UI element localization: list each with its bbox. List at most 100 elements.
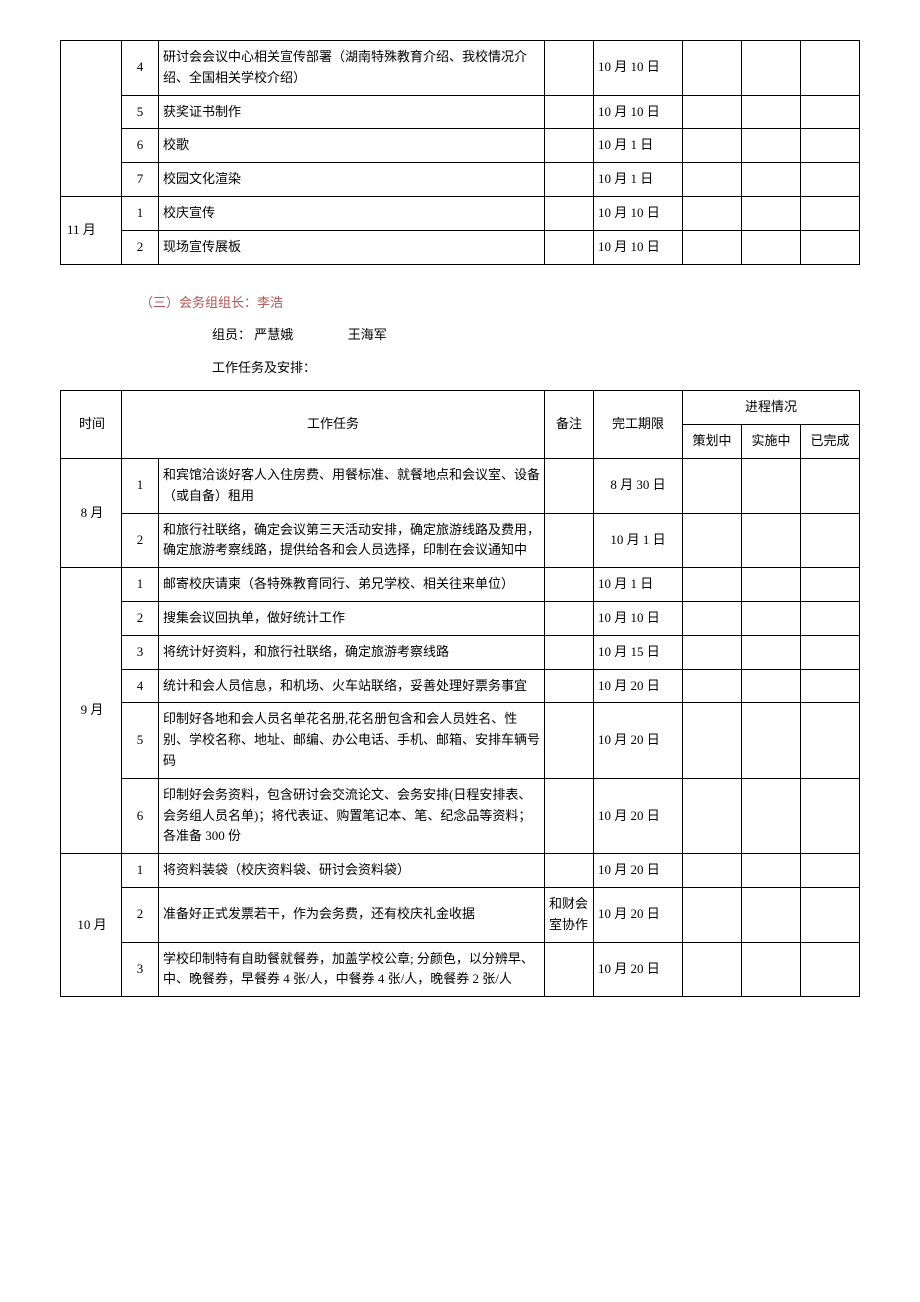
note-cell — [545, 513, 594, 568]
progress-cell — [742, 230, 801, 264]
note-cell — [545, 41, 594, 96]
deadline-cell: 8 月 30 日 — [594, 458, 683, 513]
progress-cell — [683, 129, 742, 163]
schedule-table-1: 4 研讨会会议中心相关宣传部署（湖南特殊教育介绍、我校情况介绍、全国相关学校介绍… — [60, 40, 860, 265]
task-cell: 和宾馆洽谈好客人入住房费、用餐标准、就餐地点和会议室、设备（或自备）租用 — [159, 458, 545, 513]
task-cell: 获奖证书制作 — [159, 95, 545, 129]
progress-cell — [683, 887, 742, 942]
progress-cell — [801, 669, 860, 703]
member-name: 王海军 — [348, 327, 387, 342]
progress-cell — [801, 41, 860, 96]
task-cell: 校庆宣传 — [159, 196, 545, 230]
members-label: 组员： — [212, 327, 251, 342]
task-cell: 将统计好资料，和旅行社联络，确定旅游考察线路 — [159, 635, 545, 669]
section-block: （三）会务组组长：李浩 组员： 严慧娥 王海军 工作任务及安排： — [140, 289, 860, 383]
header-task: 工作任务 — [122, 391, 545, 459]
header-row: 时间 工作任务 备注 完工期限 进程情况 — [61, 391, 860, 425]
table-row: 3 将统计好资料，和旅行社联络，确定旅游考察线路 10 月 15 日 — [61, 635, 860, 669]
progress-cell — [801, 163, 860, 197]
progress-cell — [683, 778, 742, 853]
note-cell: 和财会室协作 — [545, 887, 594, 942]
num-cell: 5 — [122, 703, 159, 778]
progress-cell — [801, 129, 860, 163]
header-note: 备注 — [545, 391, 594, 459]
num-cell: 2 — [122, 887, 159, 942]
progress-cell — [742, 778, 801, 853]
table-row: 2 准备好正式发票若干，作为会务费，还有校庆礼金收据 和财会室协作 10 月 2… — [61, 887, 860, 942]
schedule-table-2: 时间 工作任务 备注 完工期限 进程情况 策划中 实施中 已完成 8 月 1 和… — [60, 390, 860, 997]
num-cell: 5 — [122, 95, 159, 129]
progress-cell — [801, 95, 860, 129]
table-row: 2 和旅行社联络，确定会议第三天活动安排，确定旅游线路及费用，确定旅游考察线路，… — [61, 513, 860, 568]
note-cell — [545, 129, 594, 163]
header-implementing: 实施中 — [742, 425, 801, 459]
progress-cell — [683, 163, 742, 197]
note-cell — [545, 854, 594, 888]
deadline-cell: 10 月 20 日 — [594, 942, 683, 997]
progress-cell — [801, 703, 860, 778]
deadline-cell: 10 月 10 日 — [594, 41, 683, 96]
progress-cell — [801, 887, 860, 942]
note-cell — [545, 568, 594, 602]
num-cell: 2 — [122, 513, 159, 568]
num-cell: 2 — [122, 601, 159, 635]
note-cell — [545, 703, 594, 778]
table-row: 6 印制好会务资料，包含研讨会交流论文、会务安排(日程安排表、会务组人员名单)；… — [61, 778, 860, 853]
progress-cell — [683, 230, 742, 264]
deadline-cell: 10 月 10 日 — [594, 95, 683, 129]
progress-cell — [742, 601, 801, 635]
time-cell — [61, 41, 122, 197]
progress-cell — [683, 95, 742, 129]
progress-cell — [742, 854, 801, 888]
progress-cell — [683, 854, 742, 888]
deadline-cell: 10 月 20 日 — [594, 703, 683, 778]
progress-cell — [683, 458, 742, 513]
header-time: 时间 — [61, 391, 122, 459]
table-row: 5 印制好各地和会人员名单花名册,花名册包含和会人员姓名、性别、学校名称、地址、… — [61, 703, 860, 778]
header-done: 已完成 — [801, 425, 860, 459]
num-cell: 1 — [122, 458, 159, 513]
progress-cell — [742, 163, 801, 197]
progress-cell — [742, 41, 801, 96]
note-cell — [545, 601, 594, 635]
task-cell: 学校印制特有自助餐就餐券，加盖学校公章; 分颜色，以分辨早、中、晚餐券，早餐券 … — [159, 942, 545, 997]
header-planning: 策划中 — [683, 425, 742, 459]
progress-cell — [742, 95, 801, 129]
progress-cell — [801, 601, 860, 635]
num-cell: 7 — [122, 163, 159, 197]
task-cell: 印制好各地和会人员名单花名册,花名册包含和会人员姓名、性别、学校名称、地址、邮编… — [159, 703, 545, 778]
num-cell: 1 — [122, 854, 159, 888]
num-cell: 1 — [122, 568, 159, 602]
deadline-cell: 10 月 10 日 — [594, 601, 683, 635]
num-cell: 6 — [122, 778, 159, 853]
progress-cell — [801, 635, 860, 669]
note-cell — [545, 635, 594, 669]
time-cell: 10 月 — [61, 854, 122, 997]
deadline-cell: 10 月 20 日 — [594, 887, 683, 942]
progress-cell — [742, 458, 801, 513]
task-cell: 校园文化渲染 — [159, 163, 545, 197]
table-row: 7 校园文化渲染 10 月 1 日 — [61, 163, 860, 197]
progress-cell — [801, 778, 860, 853]
deadline-cell: 10 月 10 日 — [594, 230, 683, 264]
task-cell: 印制好会务资料，包含研讨会交流论文、会务安排(日程安排表、会务组人员名单)；将代… — [159, 778, 545, 853]
progress-cell — [742, 669, 801, 703]
task-label-line: 工作任务及安排： — [212, 354, 860, 383]
table-row: 4 统计和会人员信息，和机场、火车站联络，妥善处理好票务事宜 10 月 20 日 — [61, 669, 860, 703]
note-cell — [545, 95, 594, 129]
progress-cell — [683, 669, 742, 703]
time-cell: 9 月 — [61, 568, 122, 854]
progress-cell — [742, 942, 801, 997]
num-cell: 6 — [122, 129, 159, 163]
note-cell — [545, 230, 594, 264]
header-deadline: 完工期限 — [594, 391, 683, 459]
task-cell: 校歌 — [159, 129, 545, 163]
table-row: 9 月 1 邮寄校庆请柬（各特殊教育同行、弟兄学校、相关往来单位） 10 月 1… — [61, 568, 860, 602]
task-cell: 研讨会会议中心相关宣传部署（湖南特殊教育介绍、我校情况介绍、全国相关学校介绍） — [159, 41, 545, 96]
deadline-cell: 10 月 20 日 — [594, 854, 683, 888]
progress-cell — [801, 513, 860, 568]
deadline-cell: 10 月 10 日 — [594, 196, 683, 230]
progress-cell — [742, 513, 801, 568]
progress-cell — [683, 41, 742, 96]
task-cell: 将资料装袋（校庆资料袋、研讨会资料袋） — [159, 854, 545, 888]
